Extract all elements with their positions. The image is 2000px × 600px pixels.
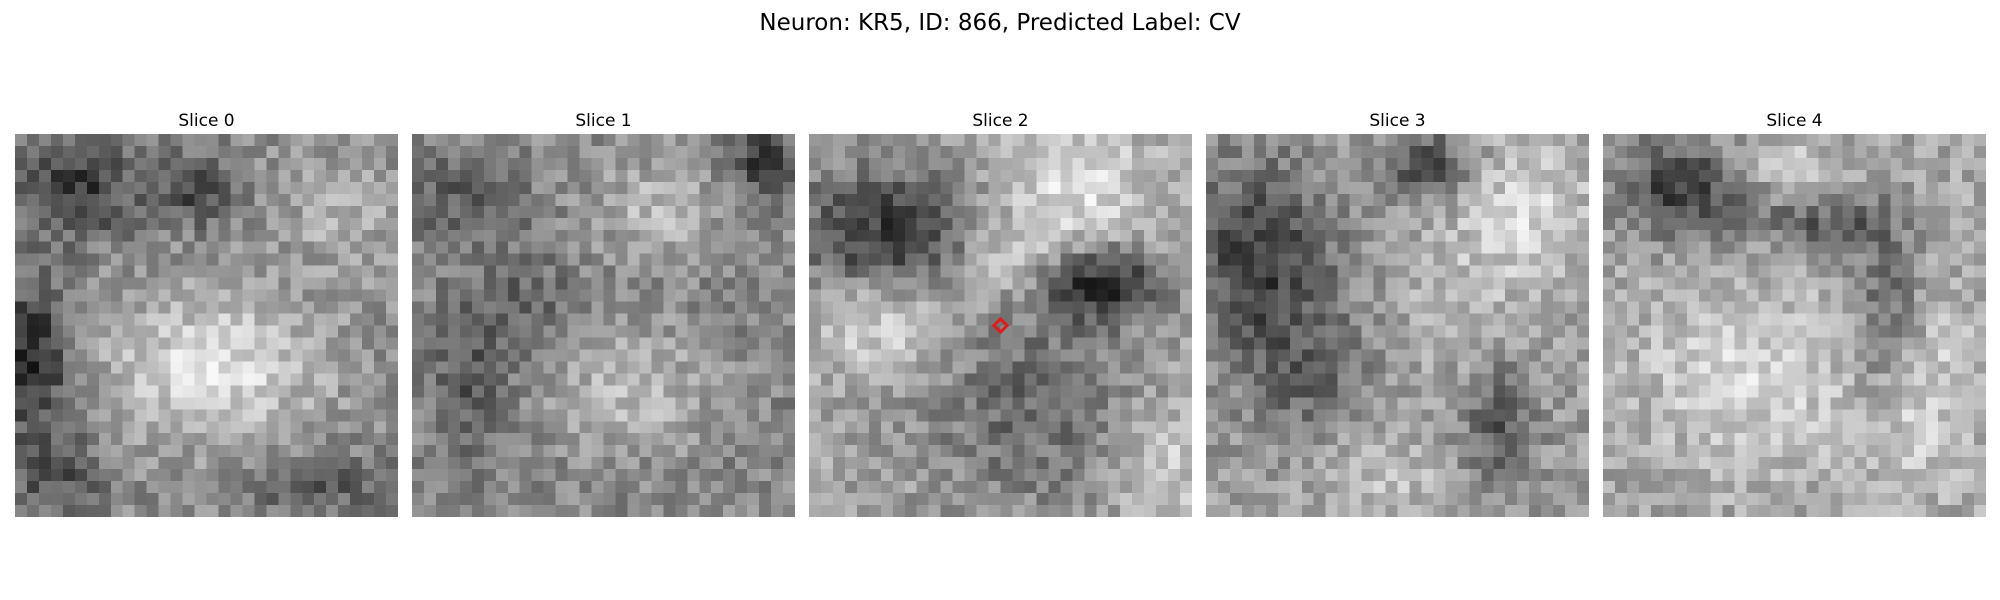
slice-image [15,134,398,517]
slice-pixel-grid [1206,134,1589,517]
slice-image [412,134,795,517]
slice-panel-4: Slice 4 [1603,108,1986,517]
figure-title: Neuron: KR5, ID: 866, Predicted Label: C… [759,10,1241,36]
slice-image [1603,134,1986,517]
slice-panel-3: Slice 3 [1206,108,1589,517]
slice-image [809,134,1192,517]
slice-title: Slice 3 [1369,111,1426,131]
slice-panel-2: Slice 2 [809,108,1192,517]
slice-title: Slice 0 [178,111,235,131]
slice-pixel-grid [15,134,398,517]
center-marker [991,316,1010,335]
slice-panel-1: Slice 1 [412,108,795,517]
slice-panel-0: Slice 0 [15,108,398,517]
slice-image [1206,134,1589,517]
slice-title: Slice 4 [1766,111,1823,131]
slice-pixel-grid [1603,134,1986,517]
slice-title: Slice 1 [575,111,632,131]
slice-title: Slice 2 [972,111,1029,131]
slice-pixel-grid [809,134,1192,517]
slice-pixel-grid [412,134,795,517]
